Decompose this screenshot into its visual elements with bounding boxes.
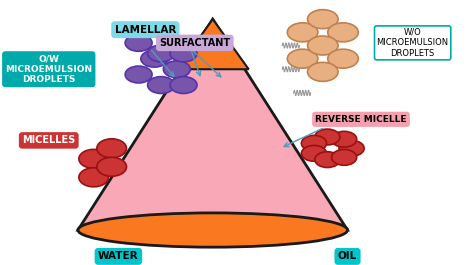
- Ellipse shape: [339, 140, 364, 156]
- Text: O/W
MICROEMULSION
DROPLETS: O/W MICROEMULSION DROPLETS: [5, 54, 92, 84]
- Text: LAMELLAR: LAMELLAR: [115, 25, 176, 35]
- Polygon shape: [177, 19, 249, 69]
- Ellipse shape: [301, 145, 327, 161]
- Polygon shape: [78, 19, 347, 230]
- Text: SURFACTANT: SURFACTANT: [159, 38, 230, 48]
- Ellipse shape: [78, 213, 347, 247]
- Ellipse shape: [308, 62, 338, 81]
- Ellipse shape: [79, 168, 109, 187]
- Text: MICELLES: MICELLES: [22, 135, 75, 145]
- Ellipse shape: [79, 149, 109, 168]
- Ellipse shape: [97, 139, 127, 158]
- Text: OIL: OIL: [338, 251, 357, 261]
- Ellipse shape: [164, 61, 190, 78]
- Ellipse shape: [301, 135, 327, 151]
- Ellipse shape: [315, 129, 340, 145]
- Ellipse shape: [308, 36, 338, 55]
- Ellipse shape: [331, 149, 357, 165]
- Text: W/O
MICROEMULSION
DROPLETS: W/O MICROEMULSION DROPLETS: [377, 28, 449, 58]
- Text: REVERSE MICELLE: REVERSE MICELLE: [315, 115, 407, 124]
- Ellipse shape: [287, 49, 318, 68]
- Ellipse shape: [331, 131, 357, 147]
- Ellipse shape: [308, 10, 338, 29]
- Ellipse shape: [147, 45, 174, 62]
- Ellipse shape: [170, 77, 197, 94]
- Ellipse shape: [328, 23, 358, 42]
- Ellipse shape: [147, 77, 174, 94]
- Ellipse shape: [315, 152, 340, 167]
- Ellipse shape: [125, 34, 152, 51]
- Ellipse shape: [328, 49, 358, 68]
- Ellipse shape: [170, 45, 197, 62]
- Ellipse shape: [141, 50, 168, 67]
- Ellipse shape: [97, 157, 127, 176]
- Ellipse shape: [287, 23, 318, 42]
- Text: WATER: WATER: [98, 251, 139, 261]
- Ellipse shape: [125, 66, 152, 83]
